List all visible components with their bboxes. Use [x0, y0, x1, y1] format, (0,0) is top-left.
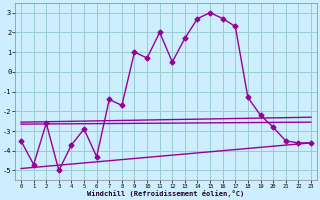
X-axis label: Windchill (Refroidissement éolien,°C): Windchill (Refroidissement éolien,°C)	[87, 190, 244, 197]
